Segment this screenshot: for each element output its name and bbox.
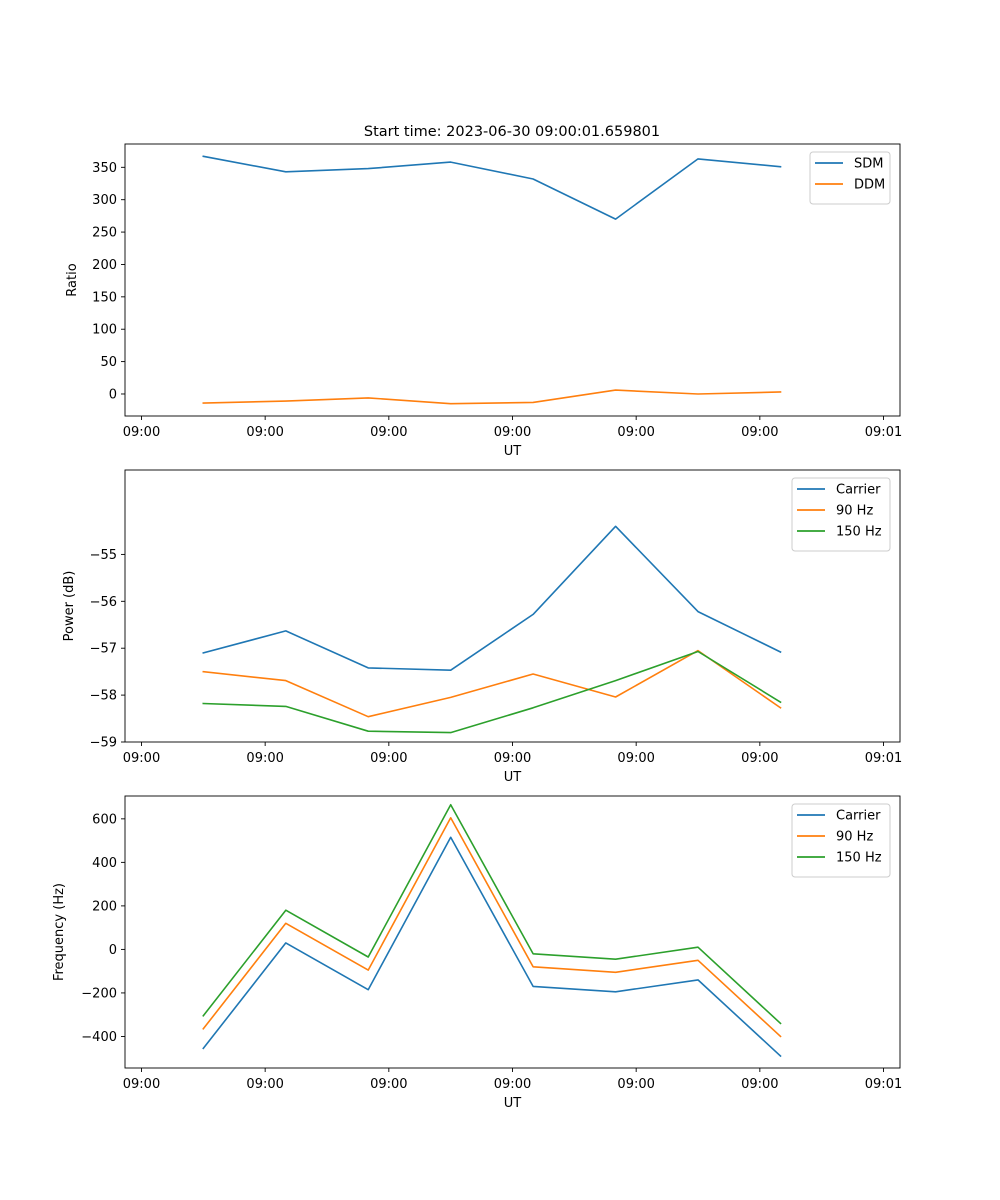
x-tick-label: 09:00 (370, 1077, 407, 1092)
series-line-2-2 (202, 649, 782, 718)
legend-label: Carrier (836, 483, 881, 498)
x-tick-label: 09:00 (494, 1077, 531, 1092)
x-tick-label: 09:00 (617, 1077, 654, 1092)
y-axis-label: Ratio (65, 263, 80, 296)
x-tick-label: 09:01 (865, 1077, 902, 1092)
subplot-1: 09:00 09:00 09:00 09:00 09:00 09:00 09:01 0 50 10… (65, 143, 902, 459)
x-tick-label: 09:00 (246, 751, 283, 766)
x-tick-label: 09:00 (123, 1077, 160, 1092)
x-tick-label: 09:00 (246, 1077, 283, 1092)
legend-label: 90 Hz (836, 830, 873, 845)
x-tick-label: 09:00 (494, 425, 531, 440)
y-tick-label: −55 (90, 548, 117, 563)
x-tick-label: 09:00 (617, 751, 654, 766)
x-tick-label: 09:00 (617, 425, 654, 440)
x-tick-label: 09:00 (123, 425, 160, 440)
subplot-3: 09:00 09:00 09:00 09:00 09:00 09:00 09:01 −400 −… (52, 795, 902, 1111)
series-line-3-3 (202, 803, 782, 1025)
y-tick-label: −58 (90, 689, 117, 704)
y-tick-label: −57 (90, 642, 117, 657)
x-axis-label: UT (504, 770, 522, 785)
x-tick-label: 09:01 (865, 751, 902, 766)
y-tick-label: 0 (109, 943, 117, 958)
series-line-3-2 (202, 816, 782, 1038)
legend-box (809, 151, 891, 205)
y-tick-label: −56 (90, 595, 117, 610)
y-tick-label: −200 (81, 986, 117, 1001)
legend: Carrier 90 Hz 150 Hz (791, 477, 891, 552)
x-axis-label: UT (504, 444, 522, 459)
y-tick-label: 150 (92, 290, 117, 305)
y-tick-label: 400 (92, 856, 117, 871)
y-tick-label: 350 (92, 161, 117, 176)
legend-box (791, 803, 891, 878)
y-tick-label: 50 (100, 355, 117, 370)
y-axis-label: Frequency (Hz) (52, 883, 67, 981)
x-tick-label: 09:00 (246, 425, 283, 440)
series-line-1-2 (202, 389, 782, 405)
x-tick-label: 09:00 (494, 751, 531, 766)
y-tick-label: 200 (92, 899, 117, 914)
series-line-3-1 (202, 836, 782, 1058)
x-tick-label: 09:01 (865, 425, 902, 440)
y-tick-label: 250 (92, 226, 117, 241)
subplot-2: 09:00 09:00 09:00 09:00 09:00 09:00 09:01 −59 −5… (62, 469, 902, 785)
legend-label: SDM (854, 157, 883, 172)
series-line-2-3 (202, 650, 782, 734)
x-tick-label: 09:00 (370, 425, 407, 440)
legend: Carrier 90 Hz 150 Hz (791, 803, 891, 878)
series-line-2-1 (202, 525, 782, 672)
y-tick-label: 600 (92, 812, 117, 827)
y-tick-label: −400 (81, 1030, 117, 1045)
legend-label: 150 Hz (836, 851, 882, 866)
y-tick-label: −59 (90, 736, 117, 751)
y-tick-label: 300 (92, 193, 117, 208)
y-tick-label: 0 (109, 387, 117, 402)
x-tick-label: 09:00 (741, 751, 778, 766)
y-tick-label: 200 (92, 258, 117, 273)
x-tick-label: 09:00 (370, 751, 407, 766)
x-tick-label: 09:00 (741, 1077, 778, 1092)
series-line-1-1 (202, 155, 782, 220)
figure-title: Start time: 2023-06-30 09:00:01.659801 (364, 124, 660, 140)
legend-label: 90 Hz (836, 504, 873, 519)
x-axis-label: UT (504, 1096, 522, 1111)
y-axis-label: Power (dB) (62, 571, 77, 642)
legend-label: DDM (854, 178, 885, 193)
x-tick-label: 09:00 (123, 751, 160, 766)
legend-label: 150 Hz (836, 525, 882, 540)
legend-label: Carrier (836, 809, 881, 824)
y-tick-label: 100 (92, 323, 117, 338)
subplots: 09:00 09:00 09:00 09:00 09:00 09:00 09:01 0 50 10… (52, 143, 902, 1111)
legend-box (791, 477, 891, 552)
legend: SDM DDM (809, 151, 891, 205)
x-tick-label: 09:00 (741, 425, 778, 440)
